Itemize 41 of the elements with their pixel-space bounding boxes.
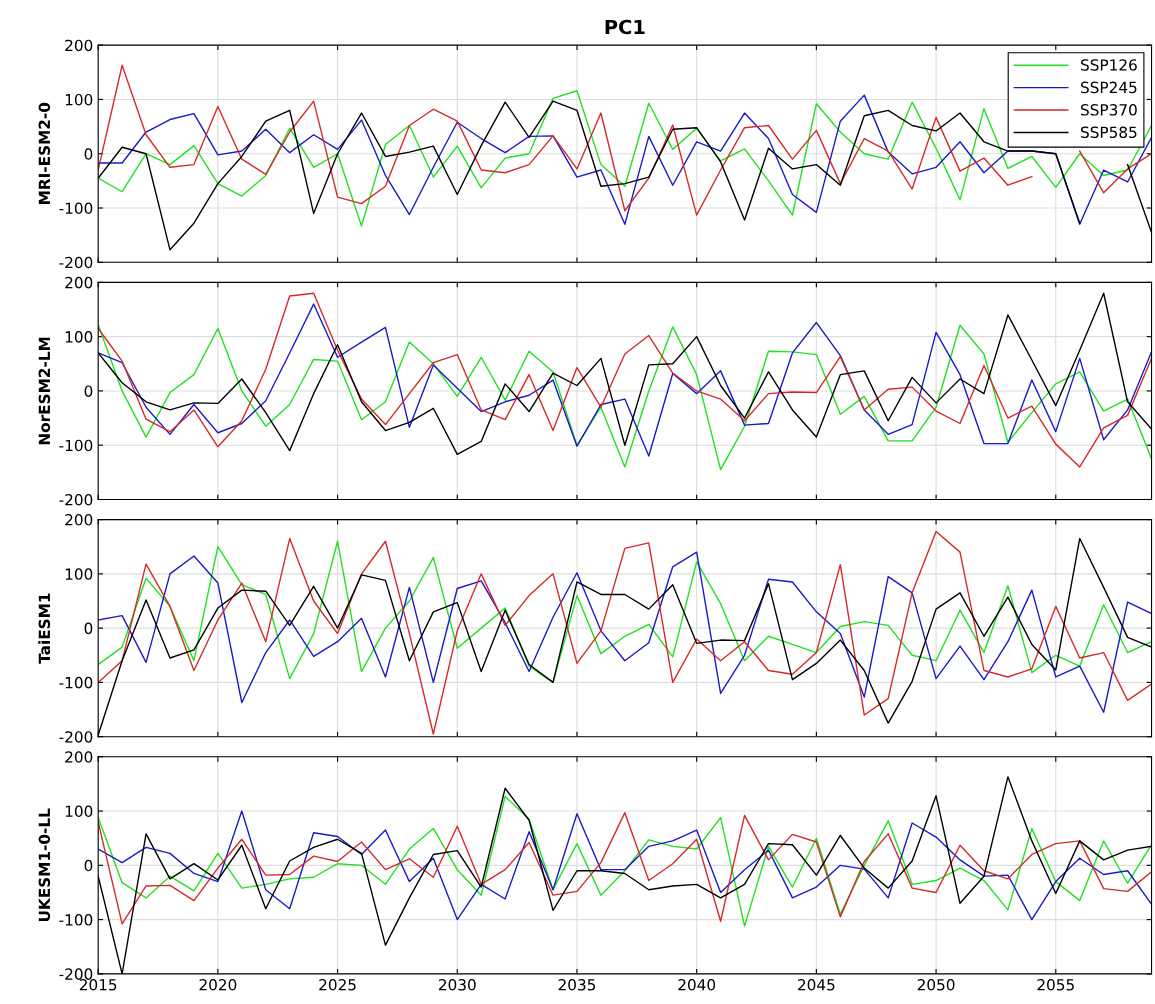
y-tick-label: 100 [65,93,93,106]
y-tick-label: 200 [65,39,93,52]
chart-title: PC1 [605,19,645,35]
x-tick-label: 2035 [558,979,596,991]
y-tick-label: 200 [65,751,93,763]
y-tick-label: 100 [65,805,93,818]
y-tick-label: 0 [84,385,93,397]
line-series [98,324,1152,471]
y-axis-title: MRI-ESM2-0 [38,102,51,204]
y-tick-label: -100 [59,202,93,215]
legend-label: SSP370 [1081,104,1137,116]
y-tick-label: 200 [65,514,93,526]
line-series [98,551,1152,713]
y-tick-label: 100 [65,331,93,343]
y-tick-label: 100 [65,568,93,580]
x-tick-label: 2025 [319,979,356,991]
legend-label: SSP245 [1081,81,1137,94]
x-tick-label: 2055 [1037,979,1074,991]
y-tick-label: -200 [59,968,93,980]
y-tick-label: -100 [59,676,93,689]
y-tick-label: 0 [84,859,93,872]
y-tick-label: -200 [59,731,93,743]
x-tick-label: 2030 [438,979,476,991]
y-tick-label: -200 [59,493,93,506]
y-tick-label: 0 [84,622,93,635]
y-axis-title: TaiESM1 [38,593,51,664]
y-tick-label: 200 [65,276,93,289]
x-tick-label: 2045 [798,979,835,991]
y-axis-title: UKESM1-0-LL [38,808,51,922]
y-tick-label: -200 [59,256,93,269]
y-axis-title: NorESM2-LM [38,337,51,445]
y-tick-label: -100 [59,914,93,926]
x-tick-label: 2015 [79,979,117,991]
legend-label: SSP126 [1081,59,1137,71]
x-tick-label: 2050 [917,979,955,991]
y-tick-label: -100 [59,439,93,452]
x-tick-label: 2040 [678,979,716,991]
legend-label: SSP585 [1081,126,1137,139]
x-tick-label: 2020 [199,979,237,991]
y-tick-label: 0 [84,148,93,160]
line-series [98,540,1152,684]
